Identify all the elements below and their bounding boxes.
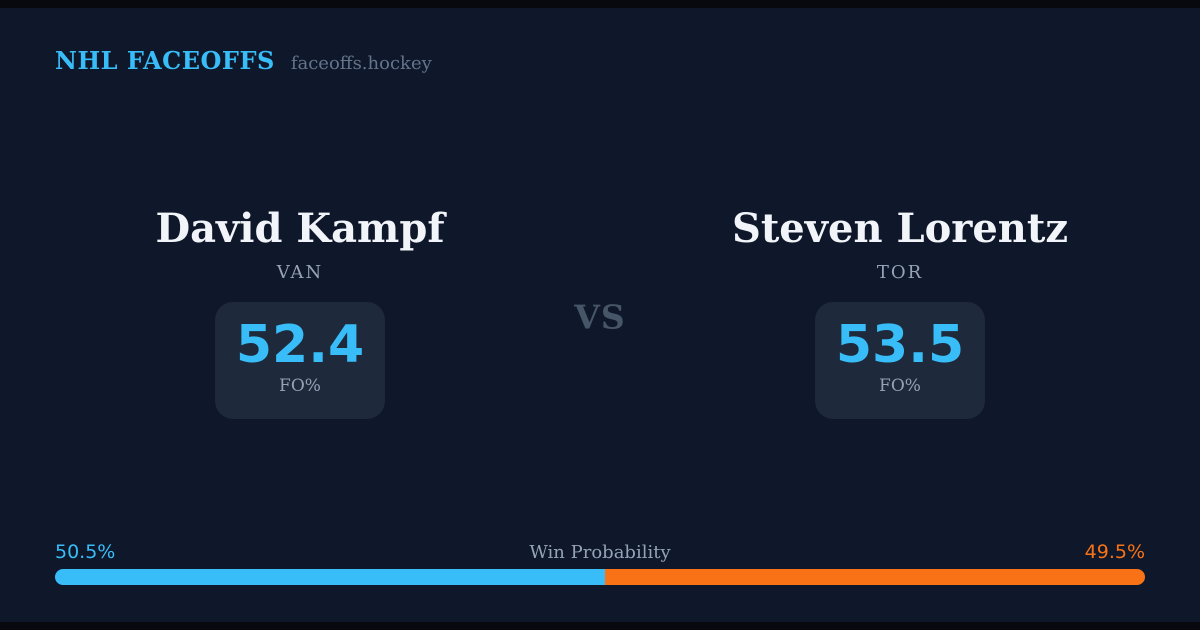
header: NHL FACEOFFS faceoffs.hockey	[55, 46, 432, 75]
stat-box-left: 52.4 FO%	[215, 302, 385, 419]
win-probability-title: Win Probability	[529, 542, 671, 563]
win-bar-segment-right	[605, 569, 1145, 585]
win-bar-segment-left	[55, 569, 606, 585]
og-card: NHL FACEOFFS faceoffs.hockey David Kampf…	[0, 8, 1200, 622]
stat-value-right: 53.5	[835, 315, 965, 375]
win-pct-right: 49.5%	[1084, 541, 1145, 563]
stat-label-right: FO%	[879, 376, 921, 396]
win-probability-labels: 50.5% Win Probability 49.5%	[55, 541, 1145, 565]
win-probability-bar	[55, 569, 1145, 585]
player-team-right: TOR	[876, 262, 924, 283]
vs-label: VS	[574, 297, 626, 337]
player-card-left: David Kampf VAN 52.4 FO%	[0, 208, 600, 419]
player-card-right: Steven Lorentz TOR 53.5 FO%	[600, 208, 1200, 419]
player-name-left: David Kampf	[155, 205, 445, 252]
player-name-right: Steven Lorentz	[731, 205, 1069, 252]
win-pct-left: 50.5%	[55, 541, 116, 563]
stat-value-left: 52.4	[235, 315, 365, 375]
stat-box-right: 53.5 FO%	[815, 302, 985, 419]
stat-label-left: FO%	[279, 376, 321, 396]
site-url: faceoffs.hockey	[290, 53, 432, 74]
brand-title: NHL FACEOFFS	[55, 46, 275, 75]
player-team-left: VAN	[276, 262, 324, 283]
